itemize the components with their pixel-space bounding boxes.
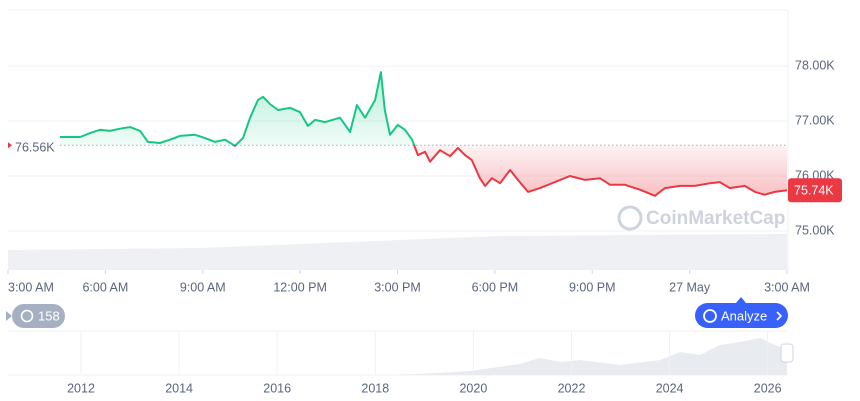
x-tick-label: 6:00 AM [82,280,128,294]
y-tick-label: 77.00K [795,113,835,127]
navigator-year: 2018 [361,381,389,395]
badge-pointer [6,311,12,321]
x-tick-label: 6:00 PM [472,280,519,294]
price-line [59,71,788,197]
badge-count: 158 [38,308,60,323]
navigator-handle[interactable] [780,343,794,363]
watermark: CoinMarketCap [617,205,785,231]
x-tick-label: 9:00 AM [180,280,226,294]
last-price-label: 75.74K [794,184,834,198]
analyze-icon [703,309,717,323]
navigator-year: 2024 [656,381,684,395]
baseline-label: 76.56K [15,141,55,155]
x-tick-label: 3:00 AM [764,280,810,294]
x-tick-label: 3:00 AM [8,280,54,294]
watermark-logo [617,205,643,231]
analyze-pointer [736,297,746,303]
y-tick-label: 75.00K [795,223,835,237]
volume-area [8,234,787,270]
last-price-tag [788,178,842,203]
y-tick-label: 78.00K [795,58,835,72]
navigator-year: 2014 [165,381,193,395]
navigator-year: 2012 [67,381,95,395]
navigator-year: 2020 [459,381,487,395]
baseline-label-bg [8,136,60,155]
navigator: 2012 2014 2016 2018 2020 2022 2024 2026 [67,331,782,395]
navigator-year: 2016 [263,381,291,395]
navigator-area [8,338,787,375]
analyze-button[interactable] [695,303,788,328]
x-tick-label: 9:00 PM [569,280,616,294]
x-tick-label: 12:00 PM [273,280,327,294]
watermark-text: CoinMarketCap [646,208,785,229]
analyze-chevron [776,311,783,321]
navigator-year: 2022 [558,381,586,395]
x-tick-label: 27 May [669,280,711,294]
badge-icon [20,309,34,323]
navigator-year: 2026 [754,381,782,395]
baseline-marker [8,142,12,149]
plot [8,71,788,197]
x-tick-label: 3:00 PM [374,280,421,294]
area [59,72,787,196]
analyze-label: Analyze [721,308,767,323]
